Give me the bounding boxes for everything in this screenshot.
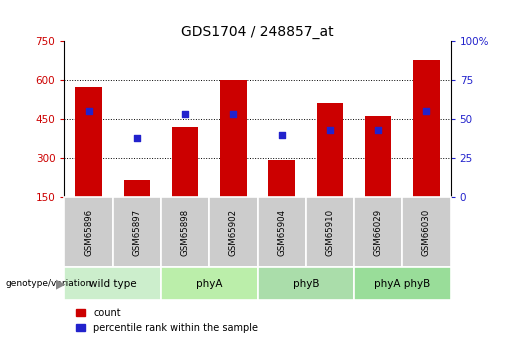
Bar	[413, 59, 440, 197]
Text: GSM66029: GSM66029	[374, 208, 383, 256]
Text: GSM66030: GSM66030	[422, 208, 431, 256]
Bar	[161, 267, 258, 300]
Bar	[402, 197, 451, 267]
Text: wild type: wild type	[89, 279, 136, 289]
Bar	[209, 197, 258, 267]
Bar	[161, 197, 209, 267]
Bar	[113, 197, 161, 267]
Text: phyA phyB: phyA phyB	[374, 279, 431, 289]
Point	[84, 108, 93, 114]
Point	[133, 135, 141, 140]
Text: genotype/variation: genotype/variation	[5, 279, 91, 288]
Text: ▶: ▶	[56, 277, 65, 290]
Bar	[354, 267, 451, 300]
Point	[278, 132, 286, 137]
Title: GDS1704 / 248857_at: GDS1704 / 248857_at	[181, 25, 334, 39]
Text: GSM65910: GSM65910	[325, 208, 334, 256]
Bar	[258, 267, 354, 300]
Bar	[365, 116, 391, 197]
Bar	[124, 180, 150, 197]
Point	[374, 127, 382, 132]
Bar	[64, 197, 113, 267]
Bar	[172, 127, 198, 197]
Bar	[268, 160, 295, 197]
Point	[181, 112, 189, 117]
Text: GSM65898: GSM65898	[181, 208, 190, 256]
Bar	[75, 87, 102, 197]
Point	[326, 127, 334, 132]
Bar	[64, 267, 161, 300]
Text: GSM65904: GSM65904	[277, 208, 286, 256]
Bar	[258, 197, 306, 267]
Text: phyB: phyB	[293, 279, 319, 289]
Bar	[354, 197, 402, 267]
Text: GSM65896: GSM65896	[84, 208, 93, 256]
Legend: count, percentile rank within the sample: count, percentile rank within the sample	[72, 304, 262, 337]
Point	[422, 108, 431, 114]
Text: GSM65897: GSM65897	[132, 208, 141, 256]
Point	[229, 112, 237, 117]
Text: phyA: phyA	[196, 279, 222, 289]
Bar	[220, 80, 247, 197]
Bar	[317, 104, 343, 197]
Text: GSM65902: GSM65902	[229, 208, 238, 256]
Bar	[306, 197, 354, 267]
